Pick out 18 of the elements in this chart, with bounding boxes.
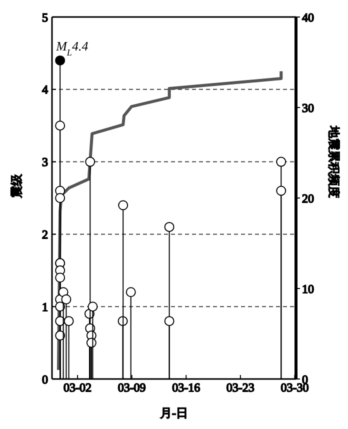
x-tick-label: 03-16 — [172, 380, 200, 395]
y-tick-label: 0 — [42, 372, 48, 386]
y-tick-label: 5 — [42, 10, 48, 24]
y-tick-label: 4 — [42, 82, 48, 97]
y2-tick-label: 20 — [302, 191, 314, 206]
y2-tick-label: 40 — [302, 10, 314, 24]
x-axis-title: 月-日 — [160, 406, 188, 420]
y2-tick-label: 10 — [302, 282, 314, 296]
y-tick-label: 3 — [42, 155, 48, 170]
x-tick-label: 03-23 — [226, 380, 254, 395]
annotation: M$_{L}$4.4 — [55, 38, 89, 58]
x-tick-label: 03-02 — [64, 380, 92, 395]
y2-tick-label: 30 — [302, 100, 314, 115]
y-axis-title: 震级 — [9, 174, 24, 198]
y-tick-label: 2 — [42, 227, 48, 242]
x-tick-label: 03-09 — [118, 380, 146, 395]
y-tick-label: 1 — [42, 300, 48, 314]
y2-axis-title: 地震累积频度 — [326, 125, 341, 198]
